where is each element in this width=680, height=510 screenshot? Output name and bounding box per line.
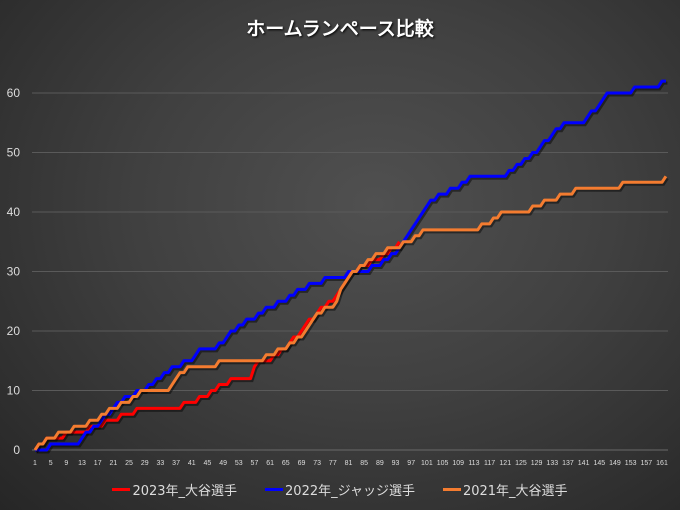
- x-tick-label: 121: [499, 460, 511, 467]
- legend-label: 2022年_ジャッジ選手: [285, 484, 415, 499]
- x-tick-label: 149: [609, 460, 621, 467]
- x-tick-label: 133: [546, 460, 558, 467]
- y-tick-label: 0: [13, 443, 20, 457]
- x-tick-label: 109: [452, 460, 464, 467]
- x-tick-label: 81: [345, 460, 353, 467]
- legend-item-2022: 2022年_ジャッジ選手: [265, 480, 415, 499]
- x-tick-label: 49: [219, 460, 227, 467]
- x-tick-label: 89: [376, 460, 384, 467]
- y-tick-label: 10: [7, 384, 21, 398]
- legend: 2023年_大谷選手 2022年_ジャッジ選手 2021年_大谷選手: [0, 480, 680, 499]
- x-tick-label: 137: [562, 460, 574, 467]
- x-tick-label: 145: [593, 460, 605, 467]
- y-tick-label: 30: [7, 265, 21, 279]
- legend-label: 2023年_大谷選手: [132, 484, 238, 499]
- y-tick-label: 50: [7, 146, 21, 160]
- x-tick-label: 1: [33, 460, 37, 467]
- legend-label: 2021年_大谷選手: [462, 484, 568, 499]
- x-tick-label: 153: [625, 460, 637, 467]
- x-tick-label: 77: [329, 460, 337, 467]
- y-tick-label: 40: [7, 205, 21, 219]
- x-tick-label: 69: [298, 460, 306, 467]
- x-tick-label: 25: [125, 460, 133, 467]
- x-tick-label: 113: [468, 460, 479, 467]
- x-tick-label: 41: [188, 460, 196, 467]
- x-tick-label: 33: [157, 460, 165, 467]
- x-tick-label: 101: [421, 460, 433, 467]
- x-tick-label: 21: [109, 460, 117, 467]
- legend-swatch: [442, 488, 461, 491]
- series-line-2: [33, 175, 668, 451]
- x-tick-label: 29: [141, 460, 149, 467]
- x-tick-label: 125: [515, 460, 527, 467]
- legend-item-2023: 2023年_大谷選手: [112, 480, 237, 499]
- x-tick-label: 53: [235, 460, 243, 467]
- x-tick-label: 97: [407, 460, 415, 467]
- x-tick-label: 13: [78, 460, 86, 467]
- x-tick-label: 17: [94, 460, 102, 467]
- x-tick-label: 93: [392, 460, 400, 467]
- x-tick-label: 73: [313, 460, 321, 467]
- x-tick-label: 9: [64, 460, 68, 467]
- legend-swatch: [265, 488, 284, 491]
- x-tick-label: 65: [282, 460, 290, 467]
- x-tick-label: 161: [656, 460, 668, 467]
- legend-item-2021: 2021年_大谷選手: [442, 480, 568, 499]
- x-tick-label: 5: [49, 460, 53, 467]
- x-tick-label: 105: [437, 460, 449, 467]
- series-line-1: [35, 79, 666, 452]
- x-tick-label: 61: [266, 460, 274, 467]
- y-tick-label: 60: [7, 86, 21, 100]
- x-tick-label: 129: [531, 460, 543, 467]
- y-tick-label: 20: [7, 324, 21, 338]
- x-tick-label: 57: [251, 460, 259, 467]
- x-tick-label: 85: [360, 460, 368, 467]
- x-tick-label: 37: [172, 460, 180, 467]
- x-tick-label: 141: [578, 460, 590, 467]
- x-tick-label: 45: [204, 460, 212, 467]
- series-shadow: [35, 177, 669, 453]
- chart-title: ホームランペース比較: [246, 18, 434, 40]
- legend-swatch: [112, 488, 131, 491]
- x-tick-label: 117: [484, 460, 495, 467]
- x-tick-label: 157: [640, 460, 652, 467]
